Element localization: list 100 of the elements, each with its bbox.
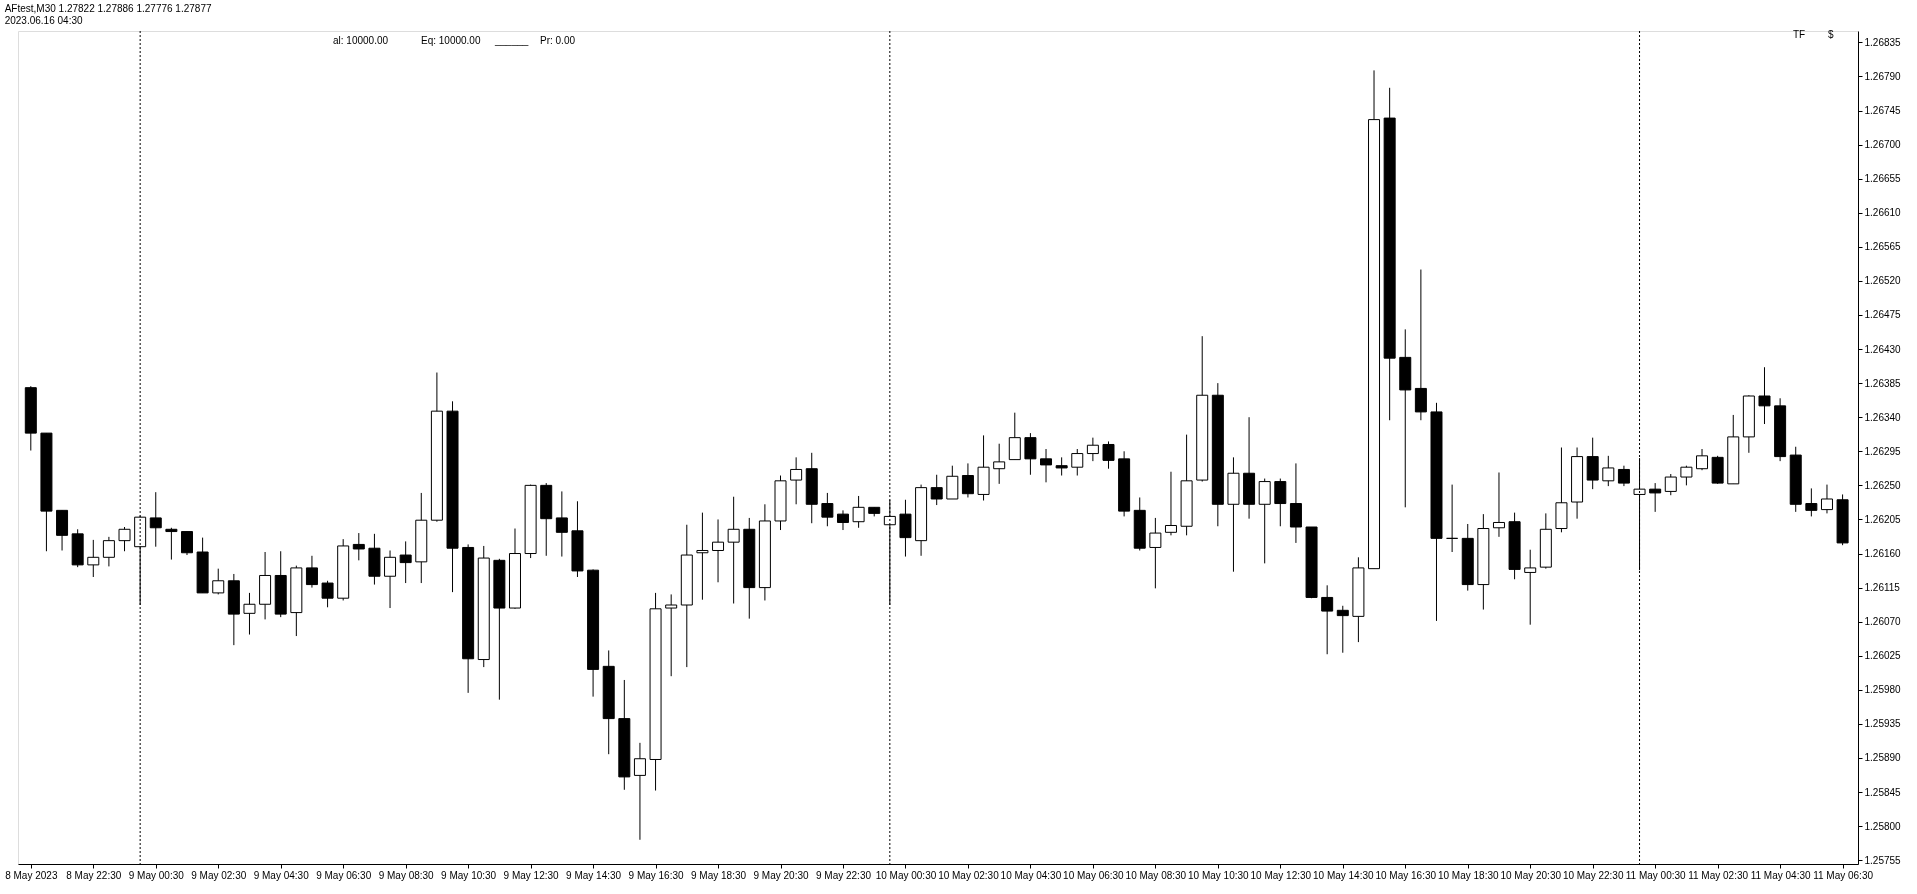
candlestick: [102, 536, 115, 567]
y-tick-label: 1.26025: [1864, 650, 1902, 662]
x-tick-label: 11 May 04:30: [1750, 869, 1811, 881]
candlestick: [852, 495, 865, 529]
candlestick: [1586, 437, 1599, 490]
candlestick: [1258, 478, 1271, 564]
y-tick-label: 1.25845: [1864, 786, 1902, 798]
candlestick: [961, 462, 974, 498]
x-tick-label: 9 May 04:30: [253, 869, 310, 881]
candlestick: [1164, 471, 1177, 536]
candlestick: [305, 555, 318, 589]
candlestick: [149, 491, 162, 548]
candlestick: [1055, 456, 1068, 477]
annotation: al: 10000.00: [333, 35, 389, 46]
y-tick-label: 1.26385: [1864, 377, 1902, 389]
candlestick: [87, 539, 100, 578]
x-tick-label: 10 May 14:30: [1312, 869, 1375, 881]
y-tick-label: 1.26430: [1864, 343, 1902, 355]
candlestick: [1649, 482, 1662, 513]
y-tick-label: 1.26475: [1864, 309, 1902, 321]
x-tick-label: 10 May 08:30: [1125, 869, 1187, 881]
x-tick-label: 10 May 18:30: [1437, 869, 1499, 881]
y-tick-label: 1.26610: [1864, 207, 1902, 219]
candlestick: [352, 532, 365, 561]
x-tick-label: 9 May 20:30: [753, 869, 809, 881]
candlestick: [1102, 440, 1115, 470]
y-tick-label: 1.26295: [1864, 445, 1902, 457]
x-tick-label: 10 May 00:30: [875, 869, 937, 881]
y-tick-label: 1.26070: [1864, 616, 1902, 628]
y-tick-label: 1.26115: [1864, 582, 1901, 594]
x-tick-label: 9 May 14:30: [566, 869, 622, 881]
candlestick: [836, 509, 849, 531]
y-tick-label: 1.26340: [1864, 411, 1902, 423]
candlestick: [790, 456, 803, 505]
candlestick: [633, 742, 646, 841]
candlestick: [1446, 484, 1459, 553]
candlestick: [946, 465, 959, 500]
x-tick-label: 9 May 22:30: [815, 869, 872, 881]
candlestick: [212, 568, 225, 595]
x-tick-label: 9 May 06:30: [316, 869, 372, 881]
y-tick-label: 1.25800: [1864, 820, 1902, 832]
candlestick: [727, 496, 740, 604]
y-tick-label: 1.25755: [1864, 854, 1902, 866]
candlestick: [696, 512, 709, 601]
x-tick-label: 9 May 10:30: [441, 869, 497, 881]
candlestick: [821, 492, 834, 527]
y-tick-label: 1.26655: [1864, 173, 1902, 185]
candlestick: [399, 540, 412, 584]
candlestick: [1492, 471, 1505, 538]
x-tick-label: 9 May 02:30: [191, 869, 247, 881]
x-tick-label: 10 May 02:30: [938, 869, 1000, 881]
y-tick-label: 1.26790: [1864, 70, 1902, 82]
candlestick: [1008, 412, 1021, 461]
chart-subtitle: 2023.06.16 04:30: [4, 15, 83, 26]
y-tick-label: 1.26745: [1864, 105, 1902, 117]
x-tick-label: 11 May 02:30: [1688, 869, 1749, 881]
candlestick: [321, 580, 334, 608]
x-tick-label: 10 May 06:30: [1063, 869, 1125, 881]
candlestick: [1321, 584, 1334, 655]
y-tick-label: 1.26565: [1864, 241, 1902, 253]
x-tick-label: 9 May 00:30: [128, 869, 185, 881]
x-tick-label: 9 May 12:30: [503, 869, 560, 881]
annotation: Eq: 10000.00: [421, 35, 481, 46]
x-tick-label: 10 May 04:30: [1000, 869, 1062, 881]
y-tick-label: 1.25935: [1864, 718, 1902, 730]
candlestick: [1680, 465, 1693, 486]
y-tick-label: 1.25980: [1864, 684, 1902, 696]
y-tick-label: 1.26250: [1864, 479, 1902, 491]
candlestick: [1289, 462, 1302, 544]
candlestick: [243, 592, 256, 636]
candlestick: [1524, 549, 1537, 626]
x-tick-label: 8 May 2023: [5, 869, 58, 881]
x-tick-label: 9 May 08:30: [378, 869, 435, 881]
x-tick-label: 11 May 00:30: [1625, 869, 1687, 881]
candlestick: [181, 531, 193, 556]
candlestick: [1617, 465, 1630, 487]
candlestick: [1758, 366, 1771, 425]
candlestick: [1602, 455, 1615, 487]
candlestick: [1071, 448, 1084, 477]
candlestick: [899, 499, 912, 558]
candlestick: [930, 474, 943, 506]
candlestick: [384, 549, 397, 609]
annotation: TF: [1793, 29, 1806, 40]
x-tick-label: 9 May 16:30: [628, 869, 685, 881]
candlestick: [1414, 269, 1427, 421]
candlestick: [993, 443, 1006, 485]
annotation: ______: [494, 35, 529, 46]
annotation: $: [1828, 29, 1834, 40]
y-tick-label: 1.26205: [1864, 513, 1902, 525]
y-tick-label: 1.26160: [1864, 548, 1902, 560]
candlestick: [712, 518, 725, 583]
candlestick: [555, 490, 568, 558]
candlestick: [1336, 605, 1349, 654]
candlestick: [1664, 473, 1677, 496]
x-tick-label: 10 May 22:30: [1562, 869, 1624, 881]
x-tick-label: 10 May 16:30: [1375, 869, 1437, 881]
candlestick: [1149, 517, 1162, 589]
candlestick: [1274, 478, 1287, 527]
candlestick: [1086, 437, 1099, 462]
x-tick-label: 11 May 06:30: [1813, 869, 1874, 881]
